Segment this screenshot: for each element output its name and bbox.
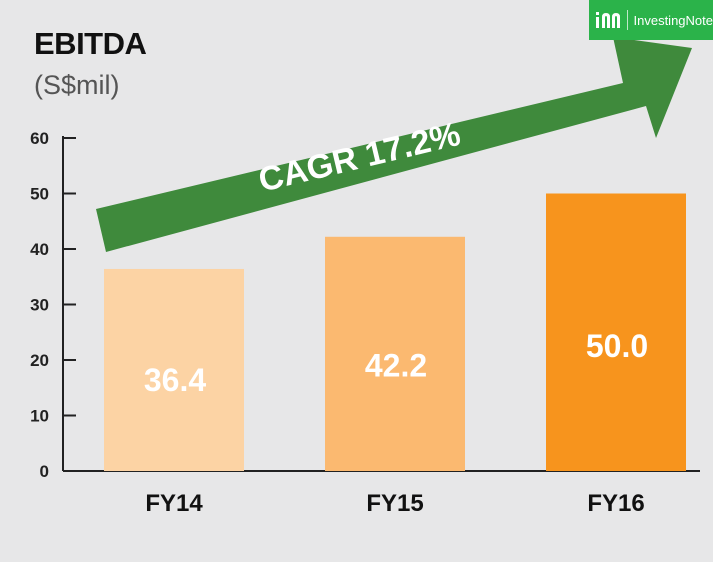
y-tick-label-5: 50 — [30, 185, 49, 204]
badge-separator — [626, 10, 628, 30]
bar-fy14 — [104, 268, 244, 471]
bar-fy16 — [546, 193, 686, 471]
cagr-arrow — [96, 37, 692, 252]
value-label-fy14: 36.4 — [144, 362, 206, 398]
category-label-fy16: FY16 — [587, 490, 644, 517]
investingnote-logo-icon — [589, 0, 627, 40]
category-label-fy14: FY14 — [145, 490, 203, 517]
investingnote-badge[interactable]: InvestingNote — [589, 0, 713, 40]
cagr-annotation: CAGR 17.2% — [255, 115, 464, 200]
value-label-fy15: 42.2 — [365, 348, 427, 384]
category-label-fy15: FY15 — [366, 490, 423, 517]
chart-subtitle: (S$mil) — [34, 70, 120, 100]
y-tick-label-2: 20 — [30, 351, 49, 370]
chart-title: EBITDA — [34, 26, 147, 61]
value-label-fy16: 50.0 — [586, 328, 648, 364]
y-tick-label-0: 0 — [40, 462, 49, 481]
y-tick-label-1: 10 — [30, 407, 49, 426]
y-tick-label-6: 60 — [30, 129, 49, 148]
y-tick-label-3: 30 — [30, 296, 49, 315]
bar-fy15 — [325, 236, 465, 471]
y-tick-label-4: 40 — [30, 240, 49, 259]
investingnote-label: InvestingNote — [633, 12, 713, 28]
